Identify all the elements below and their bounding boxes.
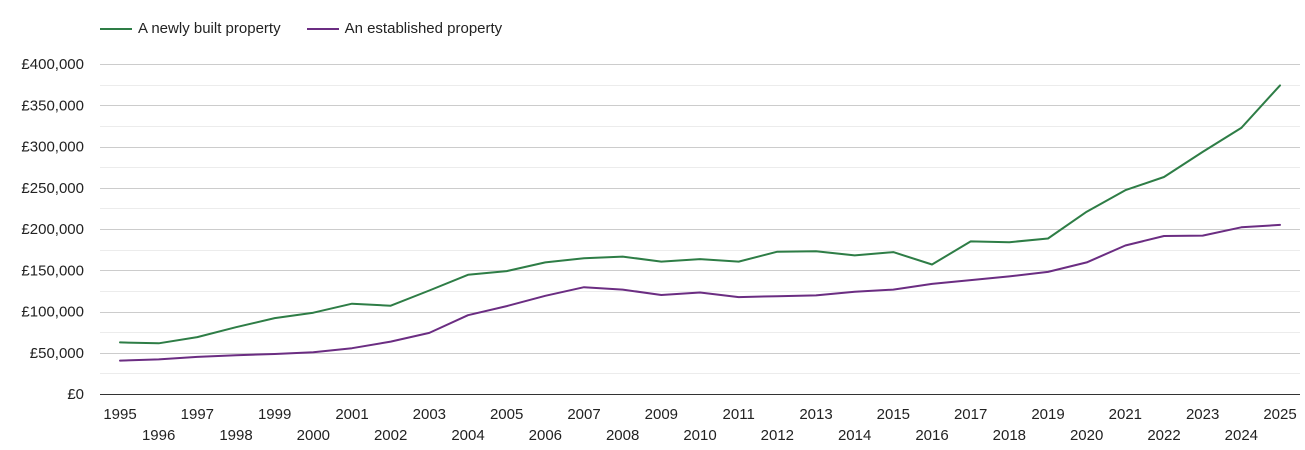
legend-label-established: An established property bbox=[344, 20, 503, 37]
chart-legend: A newly built property An established pr… bbox=[100, 20, 528, 37]
x-tick-label: 2005 bbox=[490, 406, 523, 423]
x-tick-label: 2014 bbox=[838, 427, 871, 444]
x-tick-label: 2020 bbox=[1070, 427, 1103, 444]
legend-label-new-build: A newly built property bbox=[138, 20, 281, 37]
x-tick-label: 2016 bbox=[915, 427, 948, 444]
y-tick-label: £300,000 bbox=[21, 139, 84, 156]
y-tick-label: £400,000 bbox=[21, 56, 84, 73]
x-tick-label: 2022 bbox=[1147, 427, 1180, 444]
x-tick-label: 2015 bbox=[877, 406, 910, 423]
legend-item-established[interactable]: An established property bbox=[306, 20, 503, 37]
y-tick-label: £250,000 bbox=[21, 180, 84, 197]
x-tick-label: 2012 bbox=[761, 427, 794, 444]
x-tick-label: 1999 bbox=[258, 406, 291, 423]
legend-item-new-build[interactable]: A newly built property bbox=[100, 20, 281, 37]
x-tick-label: 2008 bbox=[606, 427, 639, 444]
x-tick-label: 2013 bbox=[799, 406, 832, 423]
y-tick-label: £350,000 bbox=[21, 97, 84, 114]
y-tick-label: £100,000 bbox=[21, 304, 84, 321]
y-tick-label: £150,000 bbox=[21, 262, 84, 279]
legend-swatch-established bbox=[306, 27, 339, 30]
x-tick-label: 2007 bbox=[567, 406, 600, 423]
x-tick-label: 2023 bbox=[1186, 406, 1219, 423]
x-tick-label: 2011 bbox=[723, 406, 755, 423]
x-tick-label: 2019 bbox=[1031, 406, 1064, 423]
x-tick-label: 2004 bbox=[451, 427, 484, 444]
x-tick-label: 2021 bbox=[1109, 406, 1142, 423]
x-tick-label: 2017 bbox=[954, 406, 987, 423]
x-tick-label: 2006 bbox=[529, 427, 562, 444]
x-tick-label: 2003 bbox=[413, 406, 446, 423]
series-line-new-build bbox=[119, 84, 1281, 345]
x-tick-label: 2024 bbox=[1225, 427, 1258, 444]
x-tick-label: 2010 bbox=[683, 427, 716, 444]
y-tick-label: £200,000 bbox=[21, 221, 84, 238]
series-line-established bbox=[119, 223, 1281, 362]
x-tick-label: 2002 bbox=[374, 427, 407, 444]
x-tick-label: 1995 bbox=[103, 406, 136, 423]
x-tick-label: 2009 bbox=[645, 406, 678, 423]
x-tick-label: 1996 bbox=[142, 427, 175, 444]
x-tick-label: 1998 bbox=[219, 427, 252, 444]
y-tick-label: £50,000 bbox=[30, 345, 84, 362]
legend-swatch-new-build bbox=[100, 27, 132, 30]
x-tick-label: 1997 bbox=[181, 406, 214, 423]
y-tick-label: £0 bbox=[67, 386, 84, 403]
x-tick-label: 2000 bbox=[297, 427, 330, 444]
x-tick-label: 2025 bbox=[1263, 406, 1296, 423]
x-tick-label: 2018 bbox=[993, 427, 1026, 444]
x-tick-label: 2001 bbox=[335, 406, 368, 423]
